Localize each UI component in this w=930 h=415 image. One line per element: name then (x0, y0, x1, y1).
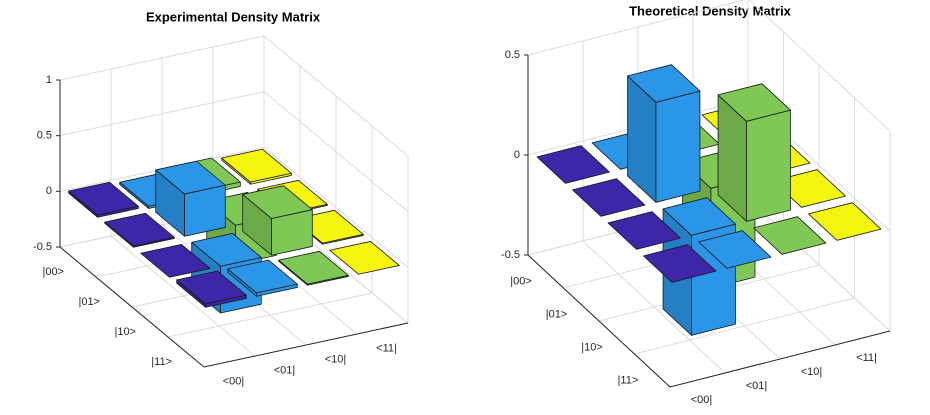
bar-top (242, 185, 313, 219)
z-tick-label: 0 (46, 185, 52, 197)
bar-top (176, 270, 247, 305)
column-label: <00| (223, 375, 245, 387)
bar-top (772, 169, 846, 208)
column-label: <10| (801, 366, 823, 378)
bar (278, 250, 349, 286)
bar (242, 185, 313, 256)
bar-top (717, 83, 791, 122)
row-label: |11> (151, 356, 172, 368)
z-tick-label: -0.5 (501, 249, 520, 261)
axis-line (527, 55, 891, 388)
bar-top (662, 197, 736, 236)
axis-line (59, 80, 409, 368)
bar (227, 259, 298, 297)
column-label: <01| (274, 364, 296, 376)
grid-line (527, 0, 891, 132)
bar-top (572, 178, 646, 217)
bar (221, 148, 292, 185)
column-label: <11| (376, 342, 397, 354)
z-tick-label: 0 (514, 149, 520, 161)
column-label: <01| (746, 380, 768, 392)
bar (698, 230, 772, 269)
bar-top (808, 202, 882, 241)
bar-top (278, 250, 349, 285)
bar-top (68, 181, 139, 216)
bar (68, 181, 139, 218)
bar-top (607, 211, 681, 250)
bar-top (155, 160, 226, 195)
row-label: |11> (618, 374, 639, 386)
bar-top (627, 64, 701, 103)
bar (140, 244, 211, 278)
bar-front (655, 90, 701, 203)
chart-title: Experimental Density Matrix (146, 9, 321, 24)
bar (717, 83, 791, 222)
bar (808, 202, 882, 241)
bar (176, 270, 247, 308)
row-label: |10> (114, 326, 136, 338)
bar (572, 178, 646, 217)
row-label: |01> (78, 296, 100, 308)
row-label: |01> (546, 308, 568, 320)
bar (607, 211, 681, 250)
bar (329, 241, 400, 275)
bar (643, 244, 717, 283)
bar (753, 216, 827, 255)
column-label: <10| (325, 353, 347, 365)
bar-top (329, 241, 400, 275)
row-label: |00> (510, 275, 532, 287)
bar-front (746, 109, 791, 222)
z-tick-label: -0.5 (33, 241, 52, 253)
bar-top (753, 216, 827, 255)
chart-title: Theoretical Density Matrix (629, 3, 792, 18)
z-tick-label: 1 (46, 74, 52, 86)
row-label: |00> (42, 266, 64, 278)
floor-grid-line (167, 292, 373, 338)
z-tick-label: 0.5 (37, 130, 52, 142)
bar (536, 145, 610, 184)
bar (627, 64, 701, 203)
bar-top (698, 230, 772, 269)
bar-top (104, 212, 175, 247)
floor-grid-line (634, 297, 855, 355)
bar (772, 169, 846, 208)
row-label: |10> (581, 341, 603, 353)
bar-top (643, 244, 717, 283)
column-label: <11| (856, 352, 877, 364)
bar-top (221, 148, 292, 183)
bar (155, 160, 226, 237)
column-label: <00| (691, 394, 713, 406)
z-tick-label: 0.5 (505, 49, 520, 61)
bar-top (227, 259, 298, 294)
bar-top (191, 233, 262, 267)
bar-top (536, 145, 610, 184)
bar-top (140, 244, 211, 278)
bar (104, 212, 175, 248)
